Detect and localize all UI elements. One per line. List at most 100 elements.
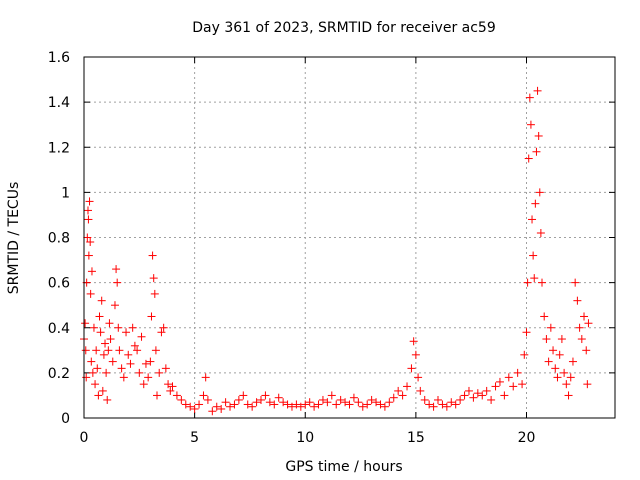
data-point <box>133 346 142 355</box>
data-point <box>403 382 412 391</box>
data-point <box>573 296 582 305</box>
data-point <box>544 357 553 366</box>
data-point <box>130 341 139 350</box>
data-point <box>252 398 261 407</box>
data-point <box>318 395 327 404</box>
data-point <box>380 402 389 411</box>
data-point <box>301 400 310 409</box>
data-point <box>81 319 90 328</box>
data-point <box>529 251 538 260</box>
data-point <box>534 131 543 140</box>
data-point <box>434 395 442 404</box>
data-point <box>126 359 135 368</box>
x-tick-label: 0 <box>80 430 89 446</box>
data-point <box>117 364 126 373</box>
data-point <box>522 328 531 337</box>
data-point <box>153 391 162 400</box>
data-point <box>103 395 112 404</box>
data-point <box>411 350 420 359</box>
data-point <box>124 350 133 359</box>
data-point <box>166 386 175 395</box>
data-point <box>287 402 296 411</box>
data-point <box>385 398 394 407</box>
data-point <box>239 391 248 400</box>
data-point <box>96 328 105 337</box>
data-point <box>551 364 560 373</box>
data-point <box>115 346 124 355</box>
data-point <box>265 398 274 407</box>
data-point <box>520 350 529 359</box>
data-point <box>141 359 150 368</box>
data-point <box>91 380 100 389</box>
data-point <box>226 402 235 411</box>
data-point <box>523 278 532 287</box>
data-point <box>274 393 283 402</box>
y-tick-label: 1.4 <box>48 95 70 111</box>
data-point <box>137 332 146 341</box>
data-point <box>86 238 95 247</box>
chart-title: Day 361 of 2023, SRMTID for receiver ac5… <box>192 20 496 36</box>
data-point <box>549 346 558 355</box>
data-point <box>568 357 577 366</box>
data-point <box>199 391 208 400</box>
data-point <box>553 373 562 382</box>
data-point <box>583 380 592 389</box>
data-point <box>478 391 487 400</box>
data-point <box>110 301 119 310</box>
plot-frame <box>83 56 616 419</box>
data-point <box>84 251 93 260</box>
x-tick-label: 15 <box>407 430 425 446</box>
data-point <box>105 319 114 328</box>
data-point <box>367 395 376 404</box>
data-point <box>531 199 540 208</box>
data-point <box>87 357 96 366</box>
data-point <box>487 395 496 404</box>
data-point <box>108 357 117 366</box>
data-point <box>513 368 522 377</box>
data-point <box>112 265 121 274</box>
data-point <box>283 400 292 409</box>
data-point <box>157 328 166 337</box>
data-point <box>83 233 92 242</box>
data-point <box>376 400 385 409</box>
y-tick-label: 0 <box>61 411 70 427</box>
data-point <box>88 368 97 377</box>
data-point <box>305 398 314 407</box>
data-point <box>398 391 407 400</box>
data-point <box>159 323 168 332</box>
y-tick-label: 0.6 <box>48 276 70 292</box>
y-tick-label: 1.2 <box>48 140 70 156</box>
data-points <box>80 86 593 416</box>
data-point <box>456 395 465 404</box>
data-point <box>537 278 546 287</box>
data-point <box>532 147 541 156</box>
data-point <box>230 400 239 409</box>
data-point <box>89 323 98 332</box>
data-point <box>217 404 226 413</box>
data-point <box>341 398 350 407</box>
data-point <box>113 278 122 287</box>
data-point <box>584 319 593 328</box>
data-point <box>525 93 534 102</box>
data-point <box>161 364 170 373</box>
data-point <box>95 312 104 321</box>
data-point <box>87 267 96 276</box>
data-point <box>372 398 381 407</box>
data-point <box>177 395 186 404</box>
data-point <box>535 188 544 197</box>
y-tick-label: 1 <box>61 185 70 201</box>
data-point <box>557 335 566 344</box>
data-point <box>106 335 115 344</box>
data-point <box>94 391 103 400</box>
data-point <box>495 377 504 386</box>
data-point <box>327 391 336 400</box>
data-point <box>92 346 101 355</box>
x-tick-label: 10 <box>296 430 314 446</box>
data-point <box>148 251 157 260</box>
data-point <box>528 215 537 224</box>
axis-ticks: 0 0.2 0.4 0.6 0.8 1 1.2 1.4 1.6 0 5 10 15 20 <box>48 50 615 446</box>
data-point <box>257 395 265 404</box>
data-point <box>389 393 398 402</box>
data-point <box>144 373 153 382</box>
data-point <box>533 86 542 95</box>
